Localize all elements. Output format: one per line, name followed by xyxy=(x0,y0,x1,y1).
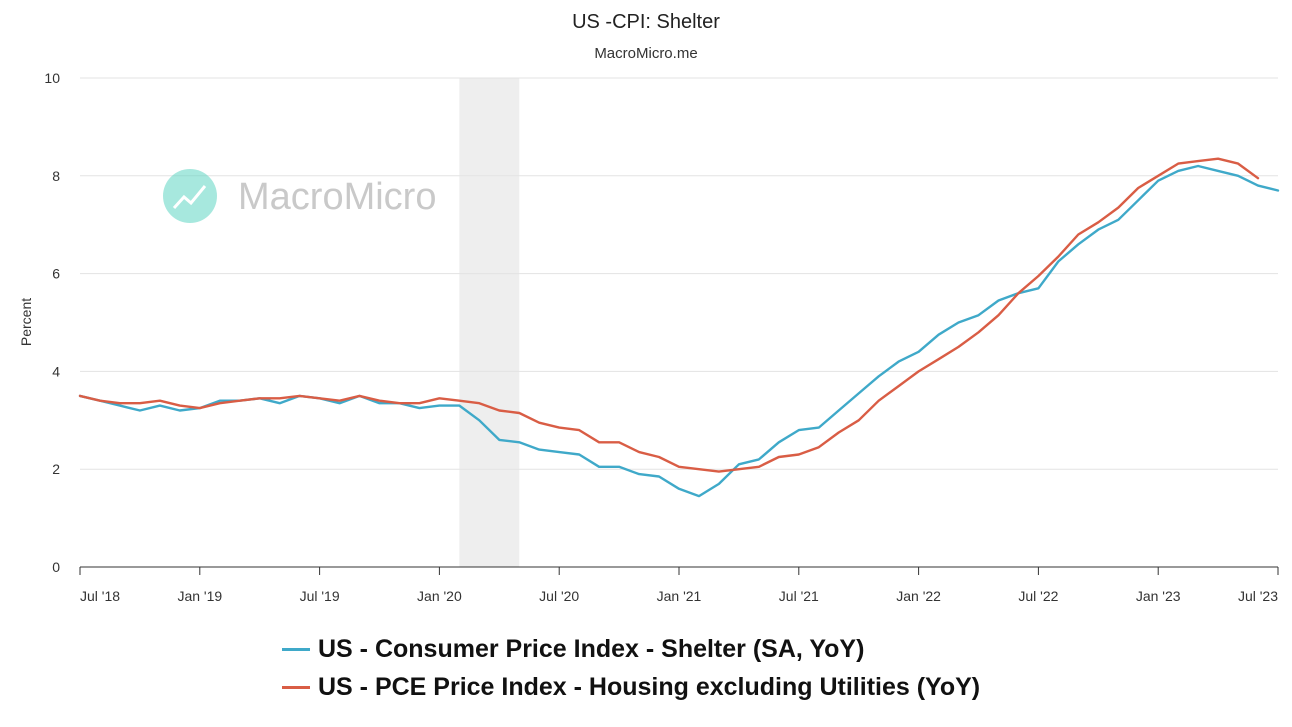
legend: US - Consumer Price Index - Shelter (SA,… xyxy=(282,630,980,706)
chart-line-icon-stroke xyxy=(172,185,207,210)
legend-swatch-cpi xyxy=(282,647,310,651)
x-tick-label: Jul '20 xyxy=(539,588,579,604)
y-axis-label: Percent xyxy=(18,298,34,346)
watermark-logo: MacroMicro xyxy=(163,169,436,223)
y-tick-label: 2 xyxy=(52,461,60,477)
x-tick-label: Jan '19 xyxy=(177,588,222,604)
y-tick-label: 8 xyxy=(52,168,60,184)
axes: 0 2 4 6 8 10 Jul '18 Jan '19 Jul '19 Jan '20 Jul '… xyxy=(44,70,1279,604)
grid-lines xyxy=(80,77,1278,470)
legend-label-cpi: US - Consumer Price Index - Shelter (SA,… xyxy=(318,634,865,663)
chart-title: US -CPI: Shelter xyxy=(572,11,720,33)
x-tick-label: Jul '22 xyxy=(1018,588,1058,604)
legend-label-pce: US - PCE Price Index - Housing excluding… xyxy=(318,672,981,701)
legend-item-pce-housing[interactable]: US - PCE Price Index - Housing excluding… xyxy=(282,668,980,706)
x-tick-label: Jan '21 xyxy=(657,588,702,604)
x-tick-label: Jan '23 xyxy=(1136,588,1181,604)
x-tick-label: Jan '20 xyxy=(417,588,462,604)
x-tick-label: Jul '21 xyxy=(779,588,819,604)
chart-subtitle: MacroMicro.me xyxy=(594,45,697,62)
shaded-range-0 xyxy=(459,78,520,567)
series-line-0 xyxy=(78,164,1280,498)
line-chart: US -CPI: Shelter MacroMicro.me MacroMicr… xyxy=(18,11,1280,604)
y-tick-label: 0 xyxy=(52,559,60,575)
x-tick-label: Jul '18 xyxy=(80,588,120,604)
legend-swatch-pce xyxy=(282,685,310,689)
y-tick-label: 10 xyxy=(44,70,60,86)
shaded-period xyxy=(459,78,520,567)
chart-line-icon xyxy=(163,169,217,223)
watermark-text: MacroMicro xyxy=(238,176,436,218)
series-lines xyxy=(78,157,1280,498)
y-tick-label: 6 xyxy=(52,266,60,282)
x-tick-label: Jul '23 xyxy=(1238,588,1278,604)
x-tick-label: Jul '19 xyxy=(300,588,340,604)
legend-item-cpi-shelter[interactable]: US - Consumer Price Index - Shelter (SA,… xyxy=(282,630,980,668)
y-tick-label: 4 xyxy=(52,363,60,379)
x-tick-label: Jan '22 xyxy=(896,588,941,604)
series-line-1 xyxy=(78,157,1260,473)
